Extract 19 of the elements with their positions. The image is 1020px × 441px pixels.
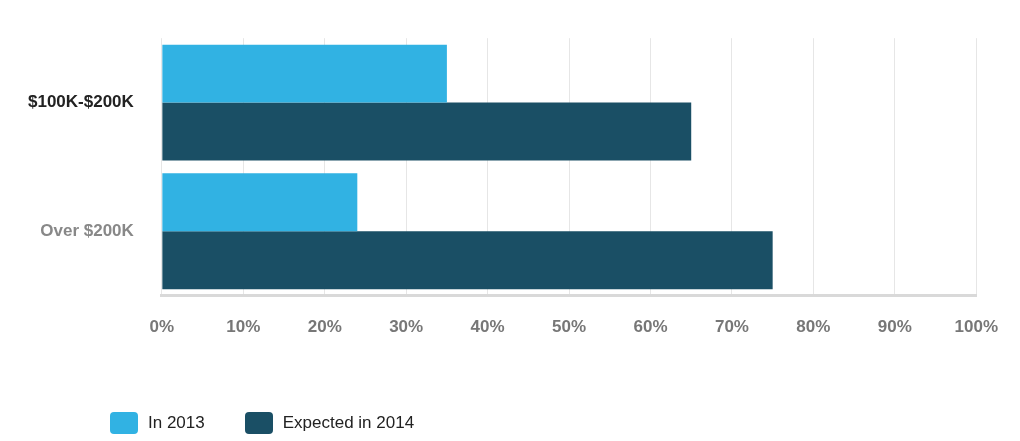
x-tick-label: 30% (389, 317, 424, 337)
x-tick-label: 70% (714, 317, 749, 337)
bar (162, 44, 447, 103)
y-tick-label: Over $200K (40, 220, 135, 240)
x-tick-label: 50% (552, 317, 587, 337)
bar (162, 231, 773, 290)
legend-label: In 2013 (148, 413, 205, 433)
x-tick-label: 20% (307, 317, 342, 337)
bar (162, 102, 692, 161)
x-tick-label: 100% (954, 317, 998, 337)
y-tick-label: $100K-$200K (27, 92, 135, 112)
bar (162, 173, 358, 232)
x-tick-label: 80% (796, 317, 831, 337)
legend-label: Expected in 2014 (282, 413, 415, 433)
x-tick-label: 60% (633, 317, 668, 337)
x-tick-label: 90% (877, 317, 912, 337)
x-tick-label: 40% (470, 317, 505, 337)
x-tick-label: 0% (149, 317, 175, 337)
x-tick-label: 10% (226, 317, 261, 337)
